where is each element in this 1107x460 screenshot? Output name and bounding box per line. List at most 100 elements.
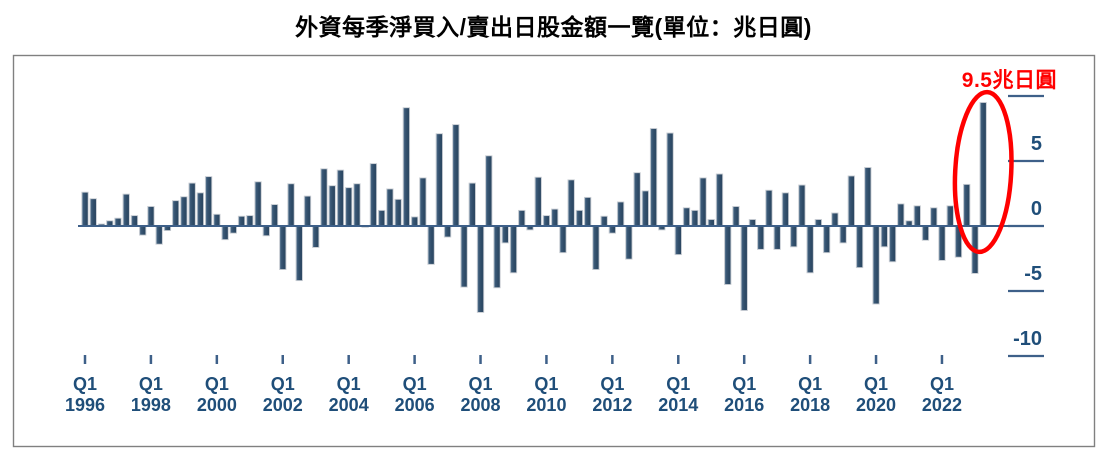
bar	[204, 176, 213, 227]
bar	[806, 225, 814, 274]
x-axis-label-year: 2018	[790, 395, 830, 415]
bar	[386, 188, 394, 227]
x-axis-label-quarter: Q1	[337, 374, 361, 394]
bar	[575, 209, 584, 227]
x-axis-label-year: 2000	[197, 395, 237, 415]
bar	[649, 128, 658, 227]
bar	[592, 225, 600, 270]
y-axis-label: -10	[1013, 328, 1042, 350]
bar	[872, 225, 880, 305]
bar	[476, 225, 485, 313]
bar	[328, 185, 336, 227]
bar	[188, 182, 196, 227]
bar	[155, 225, 163, 245]
bar	[485, 155, 493, 227]
bar	[567, 179, 575, 227]
bar	[229, 225, 237, 234]
bar	[699, 177, 707, 227]
bar	[625, 225, 633, 260]
bar	[377, 209, 386, 227]
bar	[921, 225, 930, 241]
bar	[114, 217, 122, 227]
x-axis-label-year: 2022	[922, 395, 962, 415]
bar	[897, 203, 905, 227]
x-axis-label-quarter: Q1	[600, 374, 624, 394]
bar	[534, 176, 542, 227]
bar	[583, 196, 592, 227]
x-axis-label-quarter: Q1	[469, 374, 493, 394]
bar	[246, 215, 254, 227]
x-axis-label-quarter: Q1	[666, 374, 690, 394]
x-axis-label-quarter: Q1	[930, 374, 954, 394]
bar	[822, 225, 831, 254]
x-axis-label-year: 1996	[65, 395, 105, 415]
bar	[279, 225, 287, 270]
bar	[139, 225, 147, 236]
bar	[831, 212, 839, 227]
x-axis-label-year: 2008	[460, 395, 500, 415]
bar	[781, 192, 790, 227]
x-axis-label-year: 2010	[526, 395, 566, 415]
bar	[789, 225, 798, 248]
bar	[262, 225, 270, 237]
bar	[979, 102, 987, 227]
y-axis-label: 5	[1031, 133, 1042, 155]
y-axis-label: -5	[1024, 263, 1042, 285]
bar	[542, 215, 551, 227]
bar	[798, 184, 806, 227]
bar	[287, 183, 295, 227]
bar	[402, 107, 411, 227]
bar	[641, 190, 649, 227]
x-axis-label-quarter: Q1	[798, 374, 822, 394]
bar	[847, 175, 855, 227]
bar	[913, 205, 921, 227]
bar	[616, 201, 625, 227]
bar	[147, 206, 155, 227]
bar	[196, 192, 205, 227]
page-title: 外資每季淨買入/賣出日股金額一覽(單位：兆日圓)	[295, 14, 812, 40]
x-axis-label-year: 2004	[329, 395, 369, 415]
bar	[81, 191, 89, 227]
bar	[410, 216, 419, 227]
x-axis-label-year: 1998	[131, 395, 171, 415]
x-axis-label-year: 2020	[856, 395, 896, 415]
bar	[435, 133, 443, 227]
bar	[180, 196, 188, 227]
bar	[888, 225, 897, 263]
bar	[89, 198, 97, 227]
bar	[320, 168, 328, 227]
bar	[221, 225, 229, 241]
x-axis-label-year: 2002	[263, 395, 303, 415]
bar	[682, 207, 691, 227]
bar	[715, 173, 724, 227]
bar	[518, 209, 526, 227]
bar	[501, 225, 509, 244]
x-axis-label-year: 2014	[658, 395, 698, 415]
x-axis-label-year: 2006	[395, 395, 435, 415]
x-axis-label-year: 2012	[592, 395, 632, 415]
bar	[303, 195, 312, 227]
bar	[171, 200, 180, 227]
bar	[864, 167, 872, 227]
bar	[633, 172, 641, 227]
bar	[270, 204, 279, 227]
bar	[254, 181, 262, 227]
bar	[419, 177, 427, 227]
bar	[666, 132, 674, 227]
bar	[855, 225, 864, 269]
bar	[963, 183, 971, 227]
bar	[345, 187, 353, 227]
peak-value-annotation: 9.5兆日圓	[961, 69, 1057, 92]
x-axis-label-quarter: Q1	[73, 374, 97, 394]
bar	[237, 215, 246, 227]
x-axis-label-quarter: Q1	[403, 374, 427, 394]
bar	[295, 225, 303, 282]
bar	[493, 225, 501, 289]
bar	[122, 193, 130, 227]
bar	[336, 169, 345, 227]
bar	[773, 225, 781, 250]
bar	[551, 208, 559, 227]
bar	[732, 206, 740, 227]
bar	[353, 183, 361, 227]
